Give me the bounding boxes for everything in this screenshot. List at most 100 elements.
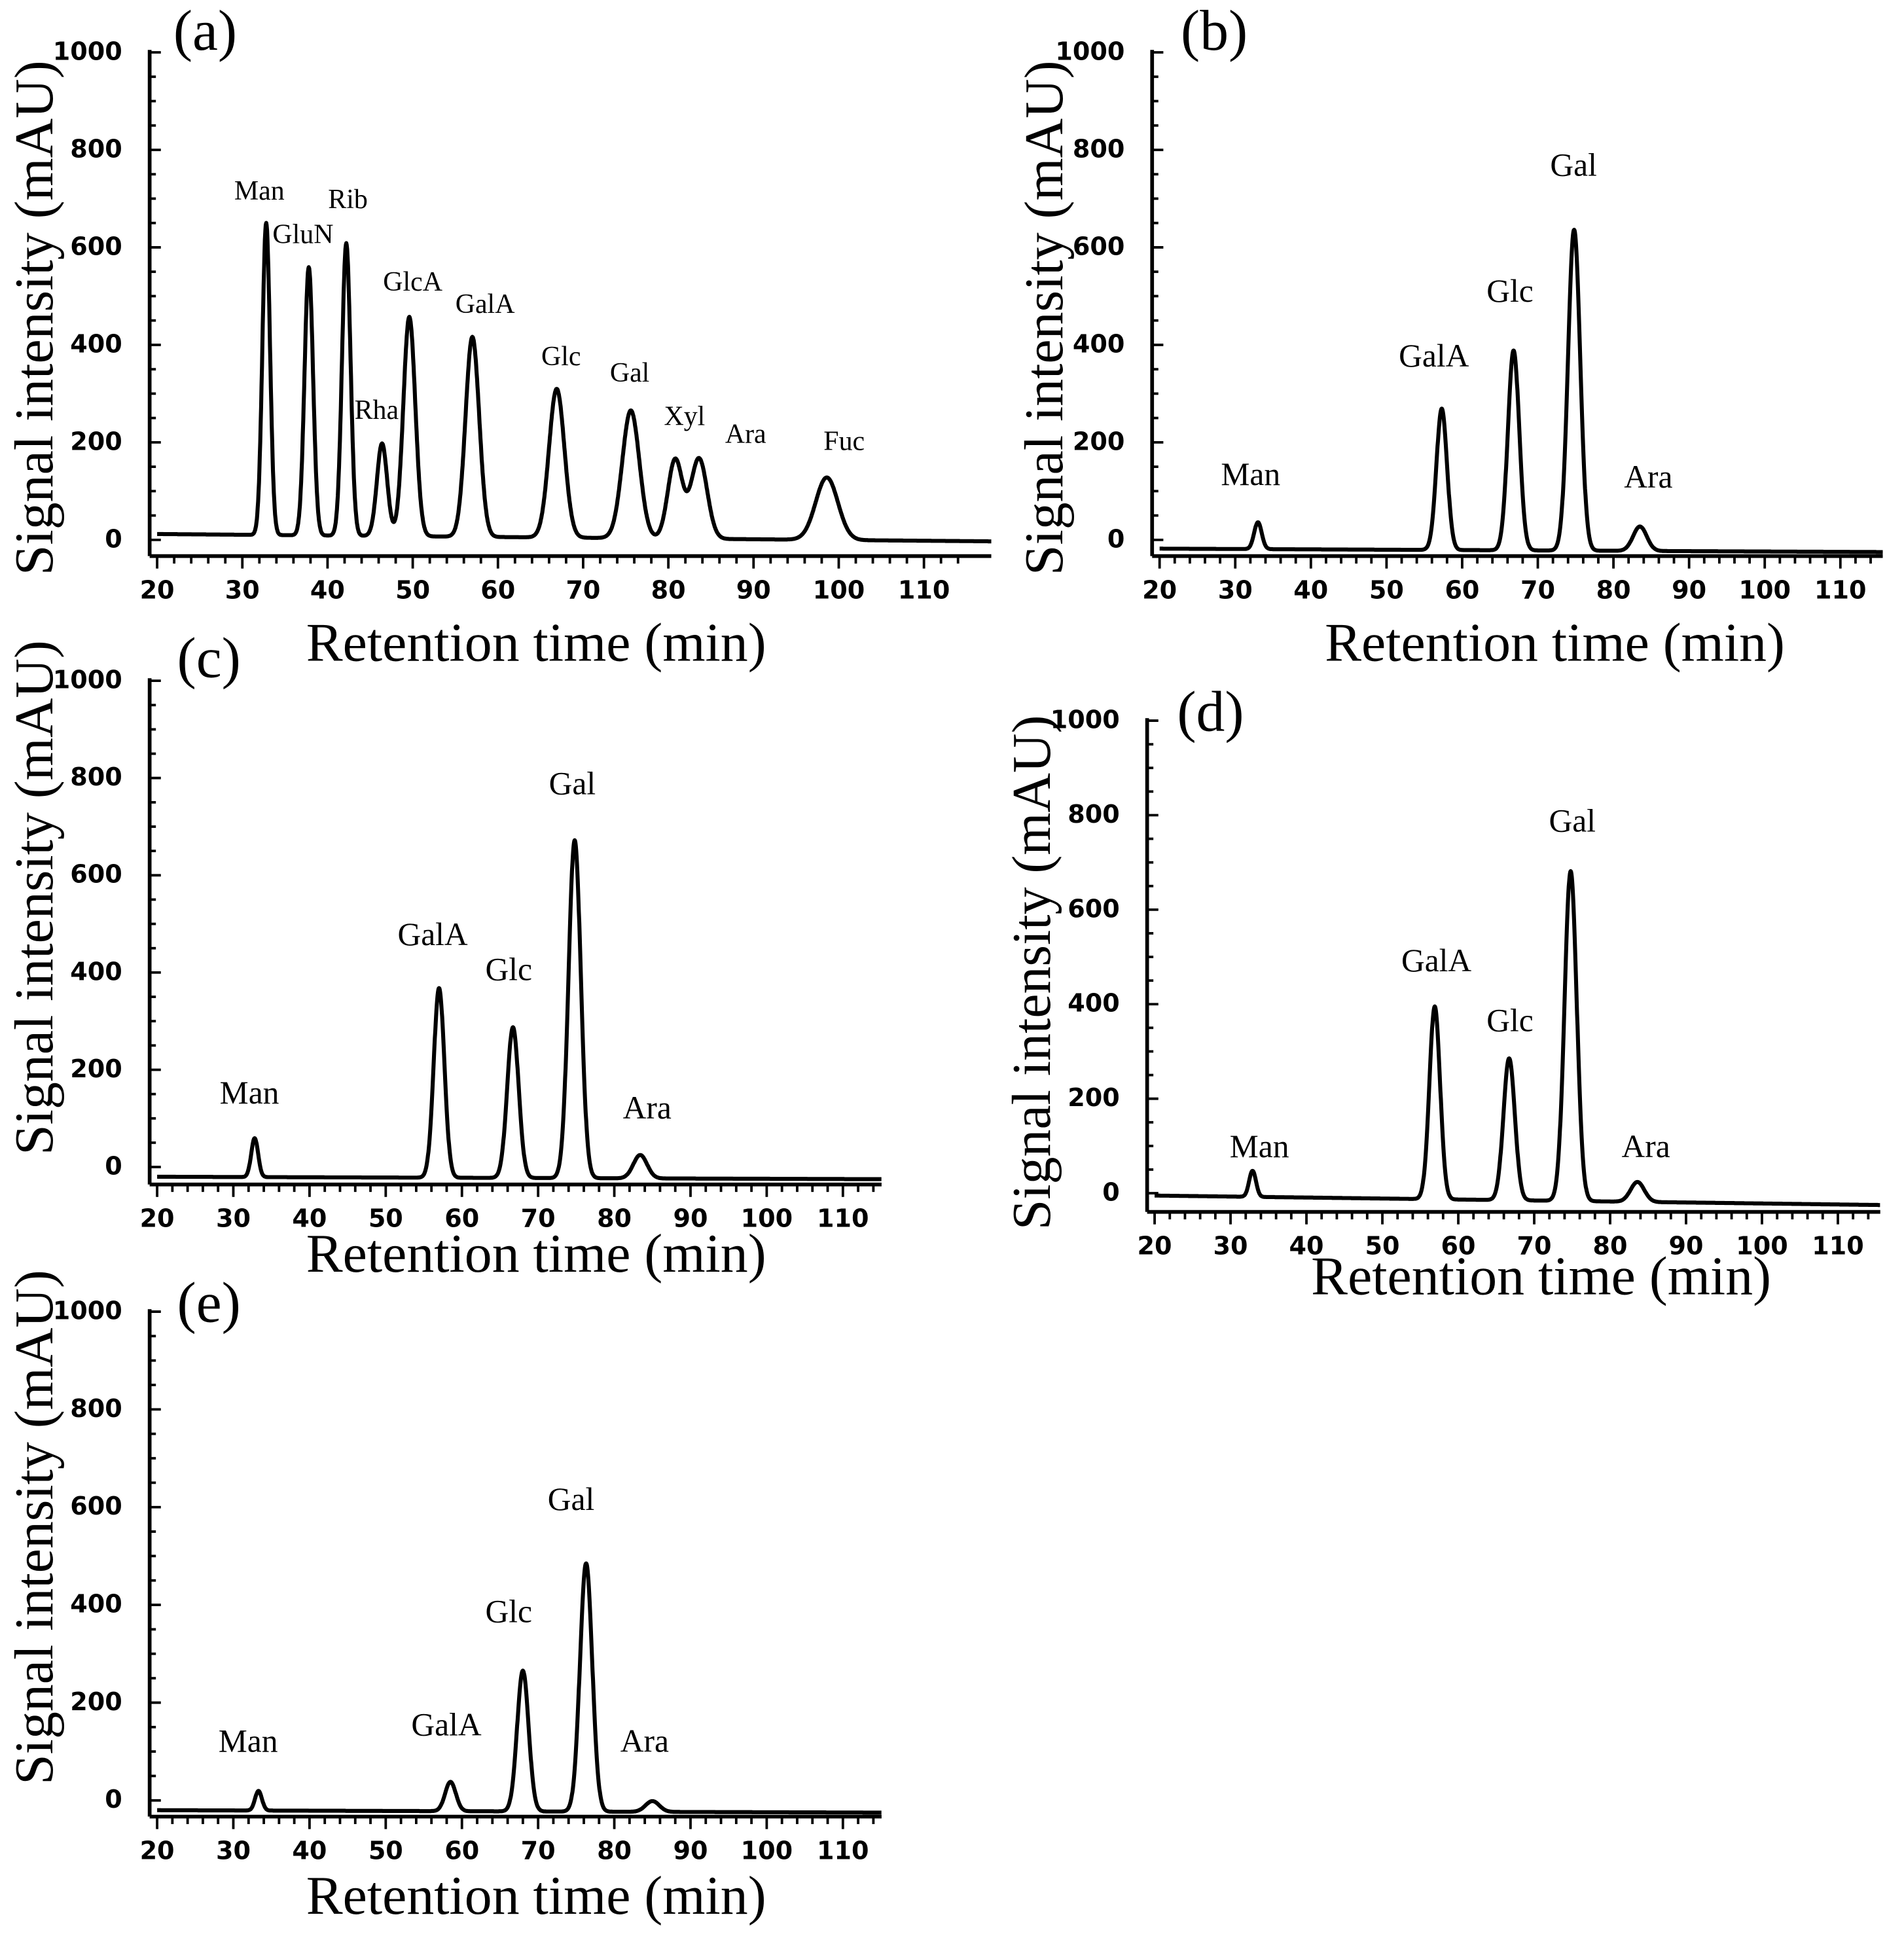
x-tick-label: 100 (741, 1204, 793, 1232)
peak-label-gala: GalA (1401, 942, 1471, 978)
x-tick-label: 20 (140, 1836, 175, 1865)
y-tick-label: 800 (70, 1394, 122, 1423)
x-axis-title: Retention time (min) (306, 1223, 766, 1284)
chromatogram-trace (155, 221, 993, 544)
panel-label: (d) (1177, 679, 1244, 743)
chart-panel-d: 0 200 400 600 800 1000 20 30 40 50 60 70 80 90 100 110 M… (1001, 679, 1882, 1306)
x-tick-label: 60 (1441, 1231, 1476, 1260)
x-axis-title: Retention time (min) (306, 1865, 766, 1926)
y-tick-label: 200 (70, 1054, 122, 1083)
y-tick-label: 200 (70, 427, 122, 456)
y-tick-label: 1000 (1055, 37, 1124, 65)
y-tick-label: 0 (105, 1151, 122, 1180)
peak-label-glc: Glc (541, 342, 581, 372)
y-tick-label: 600 (70, 860, 122, 889)
y-tick-label: 1000 (1051, 706, 1120, 734)
x-tick-label: 90 (1669, 1231, 1704, 1260)
x-tick-label: 100 (1738, 575, 1791, 604)
peak-label-ara: Ara (725, 419, 766, 449)
peak-label-rha: Rha (355, 395, 399, 425)
y-tick-label: 1000 (53, 37, 122, 65)
x-tick-label: 60 (444, 1204, 479, 1232)
peak-label-gala: GalA (456, 289, 515, 319)
x-tick-label: 30 (1218, 575, 1253, 604)
x-tick-label: 20 (1142, 575, 1177, 604)
y-tick-label: 400 (70, 957, 122, 986)
x-tick-label: 20 (140, 1204, 175, 1232)
peak-label-ara: Ara (620, 1723, 669, 1759)
chart-panel-c: 0 200 400 600 800 1000 20 30 40 50 60 70 80 90 100 110 M… (4, 626, 884, 1284)
x-tick-label: 60 (480, 575, 515, 604)
x-tick-label: 80 (1596, 575, 1631, 604)
x-tick-label: 40 (310, 575, 345, 604)
x-tick-label: 110 (898, 575, 950, 604)
y-tick-label: 1000 (53, 666, 122, 694)
x-tick-label: 40 (1293, 575, 1328, 604)
x-tick-label: 30 (216, 1204, 251, 1232)
x-tick-label: 20 (140, 575, 175, 604)
peak-label-ara: Ara (1622, 1128, 1670, 1164)
x-tick-label: 50 (368, 1836, 403, 1865)
y-tick-label: 400 (1073, 329, 1125, 358)
y-tick-label: 800 (1073, 134, 1125, 163)
y-tick-label: 800 (70, 762, 122, 791)
panel-label: (a) (173, 0, 237, 62)
y-tick-label: 800 (70, 134, 122, 163)
y-tick-label: 0 (1102, 1177, 1120, 1206)
x-tick-label: 50 (1369, 575, 1404, 604)
peak-label-man: Man (219, 1723, 278, 1759)
y-tick-label: 600 (70, 1492, 122, 1520)
peak-label-man: Man (220, 1075, 279, 1111)
x-tick-label: 90 (1672, 575, 1706, 604)
panel-label: (e) (177, 1270, 241, 1334)
x-tick-label: 100 (1736, 1231, 1788, 1260)
peak-label-gala: GalA (1399, 338, 1469, 374)
peak-label-rib: Rib (328, 185, 368, 215)
peak-label-ara: Ara (1624, 459, 1672, 495)
peak-label-man: Man (1230, 1128, 1289, 1164)
peak-label-glc: Glc (1486, 1002, 1534, 1038)
x-axis-title: Retention time (min) (1311, 1246, 1771, 1306)
x-axis-title: Retention time (min) (306, 613, 766, 673)
peak-label-gal: Gal (610, 358, 649, 388)
peak-label-man: Man (234, 176, 285, 206)
y-tick-label: 200 (1073, 427, 1125, 456)
y-axis-title: Signal intensity (mAU) (4, 640, 65, 1155)
x-tick-label: 30 (225, 575, 260, 604)
y-tick-label: 600 (70, 232, 122, 260)
chart-panel-b: 0 200 400 600 800 1000 20 30 40 50 60 70 80 90 100 110 M… (1014, 0, 1885, 673)
x-tick-label: 100 (741, 1836, 793, 1865)
x-tick-label: 40 (1289, 1231, 1324, 1260)
x-tick-label: 70 (1520, 575, 1555, 604)
chart-panel-e: 0 200 400 600 800 1000 20 30 40 50 60 70 80 90 100 110 M… (4, 1270, 884, 1926)
x-tick-label: 20 (1138, 1231, 1172, 1260)
peak-label-fuc: Fuc (823, 427, 865, 457)
y-tick-label: 200 (1068, 1083, 1120, 1112)
y-tick-label: 200 (70, 1687, 122, 1716)
x-tick-label: 50 (1365, 1231, 1400, 1260)
peak-label-gala: GalA (411, 1707, 481, 1743)
x-tick-label: 30 (1213, 1231, 1248, 1260)
x-tick-label: 50 (368, 1204, 403, 1232)
chromatogram-trace (155, 838, 884, 1181)
peak-label-glc: Glc (486, 1593, 533, 1629)
peak-label-glun: GluN (272, 219, 333, 249)
peak-label-gal: Gal (1550, 147, 1597, 183)
peak-label-man: Man (1221, 456, 1280, 492)
y-tick-label: 0 (105, 1785, 122, 1814)
y-tick-label: 600 (1068, 894, 1120, 923)
y-tick-label: 800 (1068, 800, 1120, 829)
x-tick-label: 110 (817, 1836, 869, 1865)
x-tick-label: 80 (651, 575, 686, 604)
x-tick-label: 110 (1814, 575, 1867, 604)
peak-label-ara: Ara (623, 1090, 672, 1126)
y-tick-label: 0 (105, 524, 122, 553)
peak-label-gal: Gal (1549, 803, 1596, 839)
y-tick-label: 600 (1073, 232, 1125, 260)
y-tick-label: 400 (70, 1590, 122, 1619)
x-tick-label: 80 (597, 1836, 632, 1865)
x-tick-label: 70 (521, 1204, 556, 1232)
peak-label-glca: GlcA (383, 267, 442, 297)
x-axis-title: Retention time (min) (1325, 613, 1785, 673)
x-tick-label: 70 (566, 575, 600, 604)
